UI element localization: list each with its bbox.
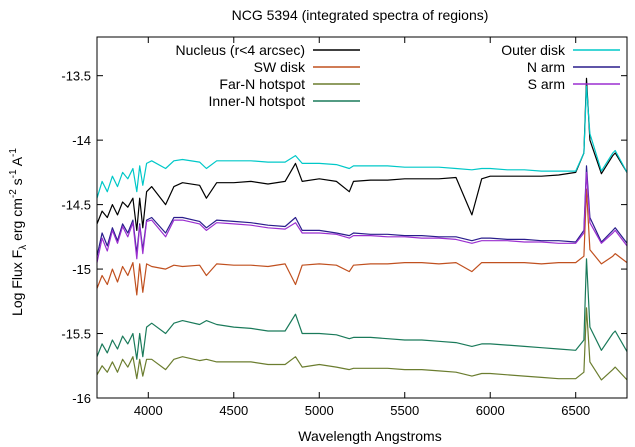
y-label-mid: s bbox=[9, 178, 25, 189]
legend-label: Far-N hotspot bbox=[219, 76, 305, 92]
series-lines bbox=[96, 77, 628, 381]
series-line bbox=[96, 85, 628, 199]
series-line bbox=[96, 77, 628, 231]
y-label-exp2: -1 bbox=[8, 169, 19, 178]
legend-label: Outer disk bbox=[501, 42, 566, 58]
legend-label: N arm bbox=[527, 59, 565, 75]
y-tick-label: -14.5 bbox=[61, 198, 91, 213]
x-axis-label: Wavelength Angstroms bbox=[298, 428, 441, 444]
y-label-exp1: -2 bbox=[8, 189, 19, 198]
x-tick-label: 6000 bbox=[476, 403, 505, 418]
y-label-units: erg cm bbox=[9, 198, 25, 245]
x-tick-label: 6500 bbox=[561, 403, 590, 418]
y-label-exp3: -1 bbox=[8, 148, 19, 157]
y-label-base: Log Flux F bbox=[9, 250, 25, 316]
series-line bbox=[96, 307, 628, 381]
legend-label: SW disk bbox=[254, 59, 306, 75]
legend-label: Nucleus (r<4 arcsec) bbox=[175, 42, 305, 58]
y-label-sub: λ bbox=[18, 245, 29, 250]
legend-label: S arm bbox=[528, 76, 565, 92]
y-tick-label: -13.5 bbox=[61, 69, 91, 84]
y-tick-label: -14 bbox=[72, 133, 91, 148]
chart-title: NCG 5394 (integrated spectra of regions) bbox=[232, 7, 489, 23]
y-tick-label: -16 bbox=[72, 391, 91, 406]
y-label-tail: A bbox=[9, 156, 25, 169]
axis-ticks: 4000 4500 5000 5500 6000 6500 -13.5 -14 -14.5 -15… bbox=[61, 37, 627, 418]
x-tick-label: 5000 bbox=[305, 403, 334, 418]
y-tick-label: -15 bbox=[72, 262, 91, 277]
series-line bbox=[96, 258, 628, 360]
x-tick-label: 4000 bbox=[134, 403, 163, 418]
x-tick-label: 4500 bbox=[219, 403, 248, 418]
y-axis-label: Log Flux Fλ erg cm-2 s-1 A-1 bbox=[8, 148, 29, 316]
y-tick-label: -15.5 bbox=[61, 327, 91, 342]
series-line bbox=[96, 188, 628, 296]
x-tick-label: 5500 bbox=[390, 403, 419, 418]
legend-label: Inner-N hotspot bbox=[209, 93, 306, 109]
series-line bbox=[96, 171, 628, 263]
plot-frame bbox=[96, 36, 628, 399]
